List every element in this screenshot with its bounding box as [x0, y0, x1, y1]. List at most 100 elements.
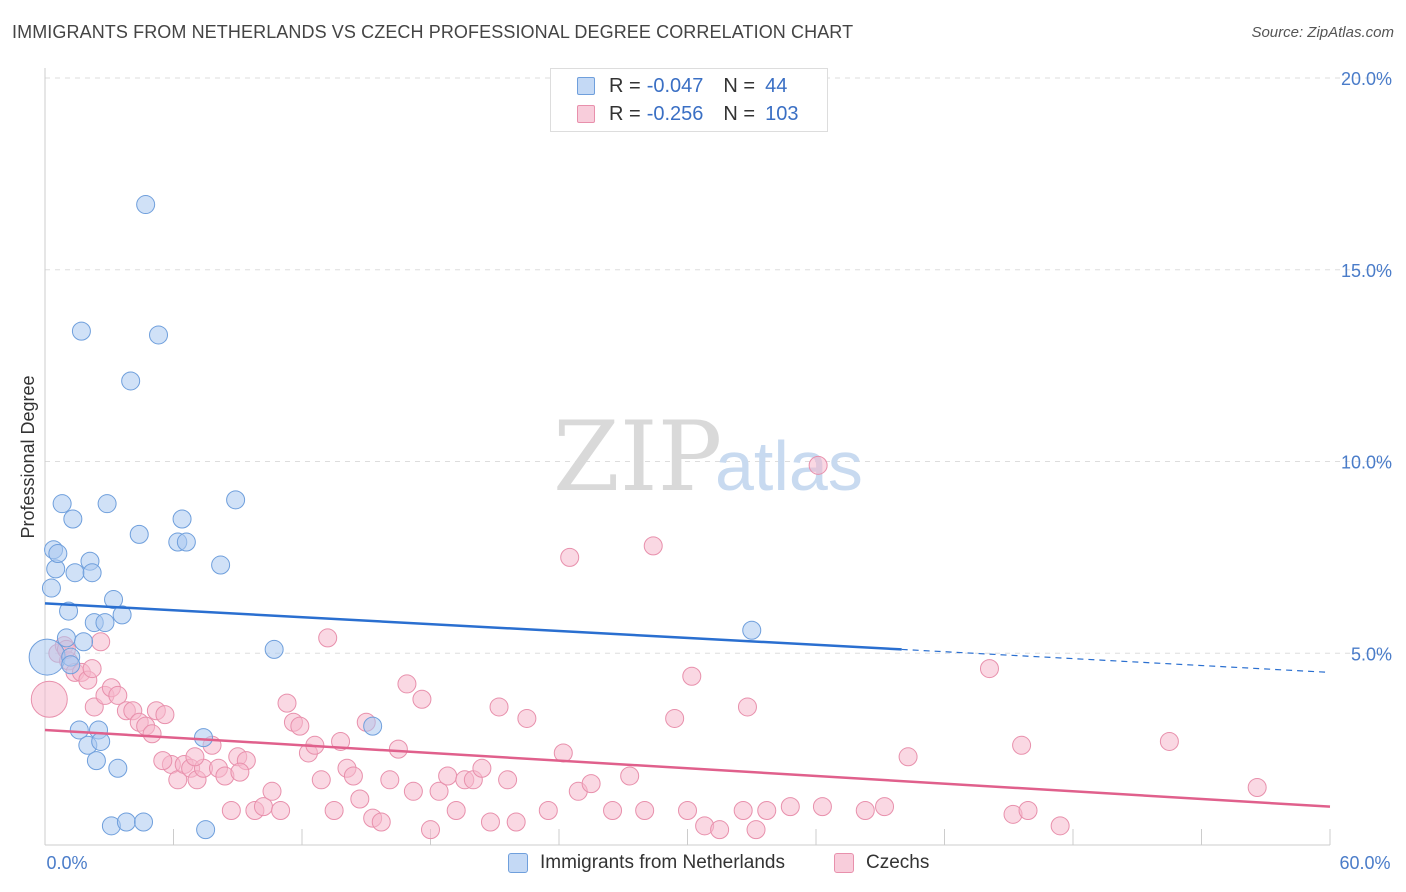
czechs-point — [620, 766, 640, 786]
czechs-point — [324, 800, 344, 820]
czechs-point — [538, 800, 558, 820]
legend-n-label: N = — [723, 102, 756, 125]
series-legend-czechs: Czechs — [834, 852, 929, 874]
y-tick-label: 5.0% — [1351, 644, 1392, 664]
czechs-point — [91, 632, 111, 652]
watermark-zip: ZIP — [553, 401, 722, 513]
trend-layer — [44, 602, 1331, 808]
netherlands-point — [41, 578, 61, 598]
netherlands-point — [363, 716, 383, 736]
series-legend-netherlands: Immigrants from Netherlands — [508, 852, 785, 874]
legend-swatch-pink — [577, 105, 595, 123]
netherlands-point — [63, 509, 83, 529]
netherlands-point — [56, 628, 76, 648]
watermark-atlas: atlas — [715, 427, 863, 505]
czechs-point — [446, 800, 466, 820]
netherlands-point — [264, 639, 284, 659]
legend-r-value: -0.047 — [646, 74, 704, 97]
netherlands-point — [129, 524, 149, 544]
czechs-point — [388, 739, 408, 759]
legend-row-czechs: R = -0.256 N = 103 — [577, 101, 798, 127]
czechs-point — [757, 800, 777, 820]
czechs-trend-line — [44, 728, 1331, 808]
series-label-netherlands: Immigrants from Netherlands — [540, 852, 785, 873]
czechs-point — [472, 758, 492, 778]
czechs-point — [560, 547, 580, 567]
netherlands-point — [59, 601, 79, 621]
netherlands-point — [176, 532, 196, 552]
czechs-point — [808, 455, 828, 475]
czechs-point — [635, 800, 655, 820]
czechs-point — [318, 628, 338, 648]
netherlands-point — [172, 509, 192, 529]
czechs-point — [142, 724, 162, 744]
czechs-point — [710, 820, 730, 840]
czechs-point — [290, 716, 310, 736]
netherlands-point — [104, 590, 124, 610]
legend-r-label: R = — [609, 102, 641, 125]
netherlands-point — [116, 812, 136, 832]
czechs-point — [311, 770, 331, 790]
czechs-point — [397, 674, 417, 694]
y-axis-label: Professional Degree — [18, 375, 38, 538]
grid-layer — [45, 77, 1392, 654]
czechs-point — [780, 797, 800, 817]
czechs-point — [1018, 800, 1038, 820]
netherlands-point — [108, 758, 128, 778]
czechs-point — [898, 747, 918, 767]
netherlands-point — [97, 494, 117, 514]
czechs-point — [1012, 735, 1032, 755]
czechs-point — [581, 774, 601, 794]
netherlands-trend-extension — [901, 648, 1331, 674]
x-tick-label: 60.0% — [1339, 853, 1390, 873]
y-tick-label: 10.0% — [1341, 453, 1392, 473]
netherlands-point — [48, 544, 68, 564]
czechs-point — [603, 800, 623, 820]
czechs-point — [1050, 816, 1070, 836]
series-swatch-blue — [508, 853, 528, 873]
czechs-point — [221, 800, 241, 820]
netherlands-point — [69, 720, 89, 740]
correlation-legend: R = -0.047 N = 44 R = -0.256 N = 103 — [550, 68, 828, 132]
czechs-point — [277, 693, 297, 713]
source-credit: Source: ZipAtlas.com — [1251, 24, 1394, 41]
czechs-point — [429, 781, 449, 801]
czechs-point — [682, 666, 702, 686]
czechs-point — [733, 800, 753, 820]
netherlands-point — [742, 620, 762, 640]
netherlands-point — [211, 555, 231, 575]
czechs-point — [185, 747, 205, 767]
legend-n-label: N = — [723, 74, 756, 97]
netherlands-point — [136, 195, 156, 215]
netherlands-point — [61, 655, 81, 675]
series-label-czechs: Czechs — [866, 852, 930, 873]
czechs-point — [855, 800, 875, 820]
chart-title: IMMIGRANTS FROM NETHERLANDS VS CZECH PRO… — [12, 22, 854, 42]
czechs-point — [271, 800, 291, 820]
netherlands-point — [193, 728, 213, 748]
czechs-point — [746, 820, 766, 840]
netherlands-point — [121, 371, 141, 391]
czechs-point — [480, 812, 500, 832]
czechs-point — [643, 536, 663, 556]
czechs-point — [30, 680, 68, 718]
czechs-point — [1247, 777, 1267, 797]
netherlands-point — [226, 490, 246, 510]
netherlands-point — [52, 494, 72, 514]
czechs-point — [371, 812, 391, 832]
legend-n-value: 103 — [765, 102, 799, 125]
czechs-point — [331, 731, 351, 751]
czechs-point — [412, 689, 432, 709]
czechs-point — [665, 708, 685, 728]
netherlands-point — [91, 731, 111, 751]
y-tick-label: 15.0% — [1341, 261, 1392, 281]
czechs-point — [262, 781, 282, 801]
x-tick-label: 0.0% — [46, 853, 87, 873]
netherlands-point — [74, 632, 94, 652]
series-swatch-pink — [834, 853, 854, 873]
czechs-point — [155, 705, 175, 725]
czechs-point — [489, 697, 509, 717]
czechs-point — [438, 766, 458, 786]
points-layer — [28, 195, 1267, 840]
